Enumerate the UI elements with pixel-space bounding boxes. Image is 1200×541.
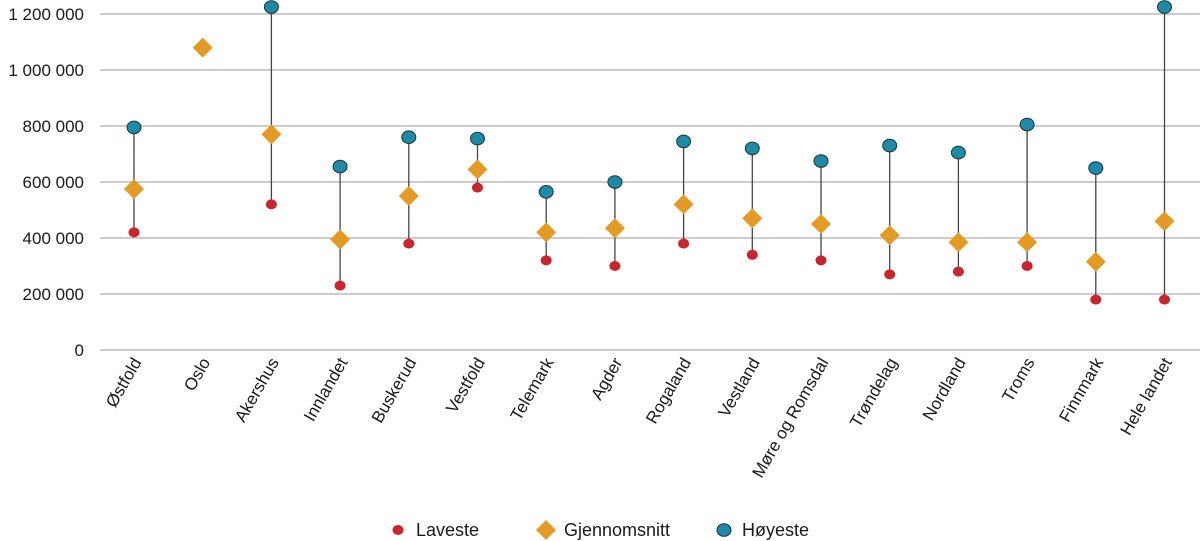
point-gjennomsnitt-buskerud: [398, 186, 419, 206]
y-axis-ticks: 0 200 000 400 000 600 000 800 000 1 000 000 1 …: [8, 5, 84, 360]
point-gjennomsnitt-akershus: [261, 124, 282, 145]
gridlines: [100, 13, 1200, 351]
point-hoyeste-ostfold: [126, 120, 142, 135]
point-hoyeste-akershus: [263, 0, 279, 14]
x-tick-label-more-og-romsdal: Møre og Romsdal: [748, 355, 832, 482]
point-laveste-trondelag: [884, 269, 896, 280]
point-gjennomsnitt-telemark: [536, 222, 557, 243]
point-gjennomsnitt-hele-landet: [1154, 211, 1175, 232]
point-laveste-finnmark: [1090, 294, 1102, 305]
point-hoyeste-nordland: [950, 145, 966, 160]
y-tick-label: 400 000: [23, 229, 84, 248]
x-axis-ticks: Østfold Oslo Akershus Innlandet Buskerud Vest…: [102, 354, 1176, 481]
point-laveste-buskerud: [403, 238, 415, 249]
x-tick-label-nordland: Nordland: [919, 355, 970, 424]
point-gjennomsnitt-ostfold: [124, 179, 144, 199]
point-laveste-hele-landet: [1159, 294, 1170, 305]
y-tick-label: 0: [75, 341, 84, 360]
point-gjennomsnitt-innlandet: [330, 229, 351, 250]
x-tick-label-buskerud: Buskerud: [368, 355, 420, 427]
point-gjennomsnitt-vestland: [742, 208, 763, 229]
y-tick-label: 200 000: [23, 285, 84, 304]
x-tick-label-troms: Troms: [998, 355, 1038, 406]
point-hoyeste-more-og-romsdal: [813, 154, 829, 168]
x-tick-label-finnmark: Finnmark: [1055, 354, 1107, 425]
point-hoyeste-finnmark: [1088, 161, 1104, 175]
point-hoyeste-vestland: [744, 141, 760, 156]
point-hoyeste-telemark: [538, 185, 554, 199]
legend-marker-hoyeste: [716, 523, 732, 537]
point-laveste-innlandet: [334, 280, 346, 291]
y-tick-label: 1 200 000: [8, 5, 84, 24]
point-hoyeste-hele-landet: [1157, 0, 1172, 14]
point-laveste-vestfold: [472, 182, 483, 193]
point-gjennomsnitt-troms: [1017, 232, 1038, 253]
point-laveste-ostfold: [128, 227, 140, 238]
legend-label-hoyeste: Høyeste: [742, 520, 809, 540]
point-hoyeste-rogaland: [676, 134, 692, 149]
point-laveste-more-og-romsdal: [815, 255, 827, 266]
legend-marker-laveste: [392, 525, 404, 535]
point-laveste-troms: [1021, 261, 1033, 271]
y-tick-label: 600 000: [23, 173, 84, 192]
point-laveste-agder: [609, 261, 621, 271]
point-hoyeste-vestfold: [470, 131, 485, 146]
x-tick-label-ostfold: Østfold: [102, 355, 145, 411]
x-tick-label-agder: Agder: [587, 354, 626, 403]
point-gjennomsnitt-rogaland: [673, 194, 694, 215]
point-laveste-rogaland: [678, 238, 690, 249]
x-tick-label-vestland: Vestland: [715, 355, 764, 421]
y-tick-label: 800 000: [23, 117, 84, 136]
point-laveste-nordland: [952, 266, 964, 277]
point-hoyeste-agder: [607, 175, 623, 189]
point-hoyeste-innlandet: [332, 159, 348, 174]
range-lines: [133, 7, 1166, 300]
point-laveste-telemark: [540, 255, 552, 266]
point-gjennomsnitt-nordland: [948, 232, 969, 253]
point-hoyeste-troms: [1019, 117, 1035, 132]
x-tick-label-innlandet: Innlandet: [300, 354, 352, 424]
x-tick-label-akershus: Akershus: [231, 355, 283, 426]
point-gjennomsnitt-agder: [604, 218, 625, 239]
point-hoyeste-trondelag: [882, 138, 898, 153]
point-gjennomsnitt-trondelag: [879, 225, 900, 246]
y-tick-label: 1 000 000: [8, 61, 84, 80]
point-gjennomsnitt-vestfold: [467, 159, 488, 180]
point-gjennomsnitt-oslo: [192, 37, 213, 58]
point-gjennomsnitt-finnmark: [1085, 251, 1106, 272]
x-tick-label-oslo: Oslo: [180, 355, 214, 395]
x-tick-label-rogaland: Rogaland: [642, 355, 695, 428]
point-gjennomsnitt-more-og-romsdal: [811, 214, 831, 234]
x-tick-label-telemark: Telemark: [507, 354, 558, 424]
data-points: [124, 0, 1175, 305]
x-tick-label-trondelag: Trøndelag: [846, 355, 901, 431]
x-tick-label-hele-landet: Hele landet: [1117, 354, 1177, 438]
point-laveste-vestland: [746, 249, 758, 260]
legend-marker-gjennomsnitt: [536, 520, 556, 540]
legend: Laveste Gjennomsnitt Høyeste: [392, 520, 809, 540]
x-tick-label-vestfold: Vestfold: [442, 355, 489, 417]
point-laveste-akershus: [265, 199, 277, 210]
legend-label-laveste: Laveste: [416, 520, 479, 540]
legend-label-gjennomsnitt: Gjennomsnitt: [564, 520, 670, 540]
point-hoyeste-buskerud: [401, 130, 417, 144]
